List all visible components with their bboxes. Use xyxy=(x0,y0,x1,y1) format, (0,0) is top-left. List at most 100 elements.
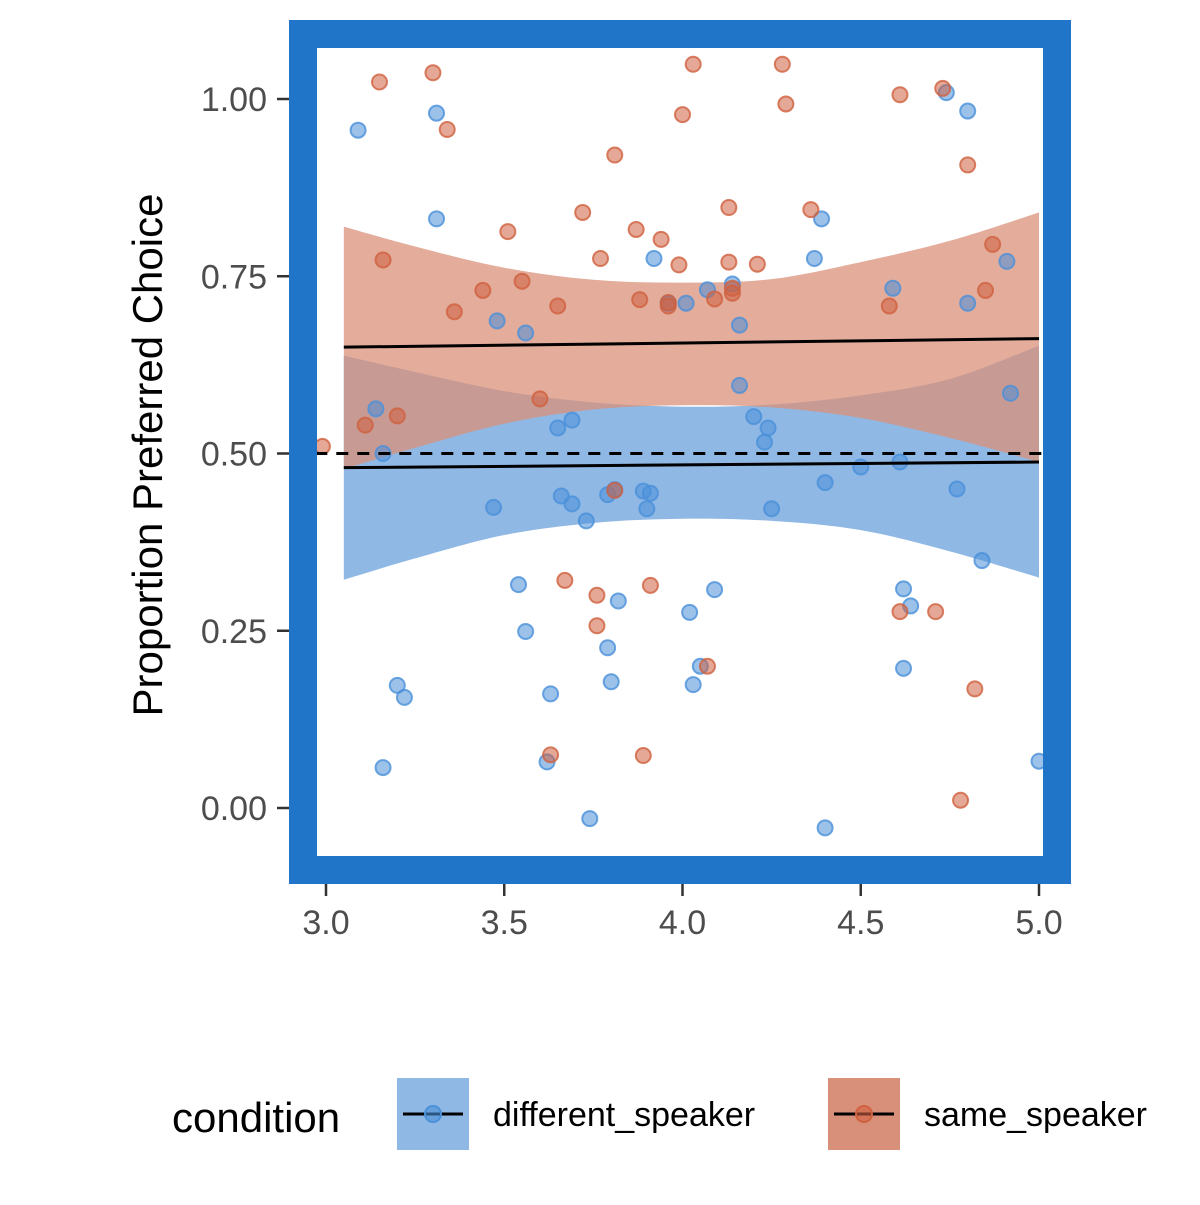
point-different_speaker xyxy=(816,474,834,492)
point-same_speaker xyxy=(670,256,688,274)
point-same_speaker xyxy=(374,251,392,269)
point-same_speaker xyxy=(927,603,945,621)
point-different_speaker xyxy=(816,819,834,837)
point-different_speaker xyxy=(731,376,749,394)
legend-label-same_speaker: same_speaker xyxy=(924,1096,1147,1134)
point-different_speaker xyxy=(813,210,831,228)
point-different_speaker xyxy=(395,688,413,706)
point-same_speaker xyxy=(606,146,624,164)
point-different_speaker xyxy=(684,676,702,694)
legend-point-different_speaker xyxy=(424,1105,442,1123)
point-different_speaker xyxy=(852,458,870,476)
x-tick-label: 4.0 xyxy=(659,904,706,942)
point-same_speaker xyxy=(684,55,702,73)
y-tick-label: 0.00 xyxy=(201,790,267,828)
point-same_speaker xyxy=(445,303,463,321)
x-axis: 3.0 3.5 4.0 4.5 5.0 xyxy=(302,884,1063,942)
panel-border xyxy=(289,20,1071,884)
point-same_speaker xyxy=(631,291,649,309)
legend-title: condition xyxy=(172,1094,340,1141)
point-same_speaker xyxy=(313,437,331,455)
point-different_speaker xyxy=(563,411,581,429)
fit-line-different_speaker xyxy=(343,460,1040,470)
point-same_speaker xyxy=(891,86,909,104)
point-same_speaker xyxy=(698,657,716,675)
point-different_speaker xyxy=(959,102,977,120)
point-different_speaker xyxy=(805,250,823,268)
point-different_speaker xyxy=(959,294,977,312)
point-same_speaker xyxy=(592,250,610,268)
point-different_speaker xyxy=(948,480,966,498)
point-different_speaker xyxy=(549,419,567,437)
point-different_speaker xyxy=(895,580,913,598)
point-same_speaker xyxy=(549,297,567,315)
point-different_speaker xyxy=(602,673,620,691)
point-same_speaker xyxy=(531,390,549,408)
point-different_speaker xyxy=(973,552,991,570)
point-same_speaker xyxy=(802,201,820,219)
point-same_speaker xyxy=(984,235,1002,253)
point-different_speaker xyxy=(563,495,581,513)
point-same_speaker xyxy=(952,791,970,809)
point-different_speaker xyxy=(677,294,695,312)
legend: condition different_speaker same_speaker xyxy=(172,1078,1147,1150)
point-different_speaker xyxy=(577,512,595,530)
y-tick-label: 0.75 xyxy=(201,258,267,296)
point-different_speaker xyxy=(763,500,781,518)
point-same_speaker xyxy=(674,106,691,124)
point-same_speaker xyxy=(588,586,606,604)
point-different_speaker xyxy=(884,279,902,297)
point-same_speaker xyxy=(356,416,374,434)
point-same_speaker xyxy=(641,576,659,594)
point-different_speaker xyxy=(428,104,446,122)
point-different_speaker xyxy=(731,316,749,334)
point-different_speaker xyxy=(488,312,506,330)
point-different_speaker xyxy=(485,498,503,516)
point-same_speaker xyxy=(773,55,791,73)
point-same_speaker xyxy=(513,272,531,290)
point-different_speaker xyxy=(706,581,724,599)
point-different_speaker xyxy=(367,400,385,418)
point-same_speaker xyxy=(934,79,952,97)
data-points xyxy=(313,55,1048,837)
point-different_speaker xyxy=(641,484,659,502)
x-tick-label: 5.0 xyxy=(1015,904,1062,942)
point-same_speaker xyxy=(438,120,456,138)
point-different_speaker xyxy=(428,210,446,228)
point-different_speaker xyxy=(374,759,392,777)
point-different_speaker xyxy=(755,433,773,451)
point-same_speaker xyxy=(652,230,670,248)
point-same_speaker xyxy=(370,73,388,91)
point-same_speaker xyxy=(627,220,645,238)
point-different_speaker xyxy=(581,810,599,828)
fit-line-same_speaker xyxy=(343,337,1040,349)
point-same_speaker xyxy=(777,95,795,113)
point-same_speaker xyxy=(574,203,592,221)
point-different_speaker xyxy=(542,685,560,703)
point-same_speaker xyxy=(723,279,741,297)
point-same_speaker xyxy=(474,281,492,299)
x-tick-label: 3.0 xyxy=(302,904,349,942)
legend-label-different_speaker: different_speaker xyxy=(493,1096,755,1134)
point-different_speaker xyxy=(645,250,663,268)
y-axis-title: Proportion Preferred Choice xyxy=(124,194,171,717)
point-different_speaker xyxy=(510,576,528,594)
point-different_speaker xyxy=(517,324,535,342)
point-same_speaker xyxy=(720,253,738,271)
x-tick-label: 3.5 xyxy=(481,904,528,942)
point-same_speaker xyxy=(891,603,909,621)
point-same_speaker xyxy=(966,680,984,698)
point-different_speaker xyxy=(681,603,699,621)
point-different_speaker xyxy=(759,419,777,437)
fit-lines xyxy=(315,337,1047,470)
point-same_speaker xyxy=(659,297,677,315)
point-different_speaker xyxy=(638,500,656,518)
y-tick-label: 0.25 xyxy=(201,613,267,651)
point-different_speaker xyxy=(745,408,763,426)
point-same_speaker xyxy=(880,297,898,315)
point-different_speaker xyxy=(517,622,535,640)
y-axis: 0.00 0.25 0.50 0.75 1.00 xyxy=(201,81,289,828)
point-different_speaker xyxy=(895,659,913,677)
